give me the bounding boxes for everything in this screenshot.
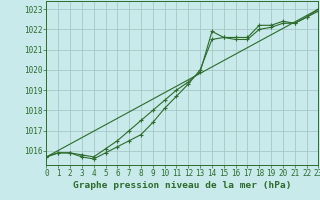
X-axis label: Graphe pression niveau de la mer (hPa): Graphe pression niveau de la mer (hPa) — [73, 181, 292, 190]
